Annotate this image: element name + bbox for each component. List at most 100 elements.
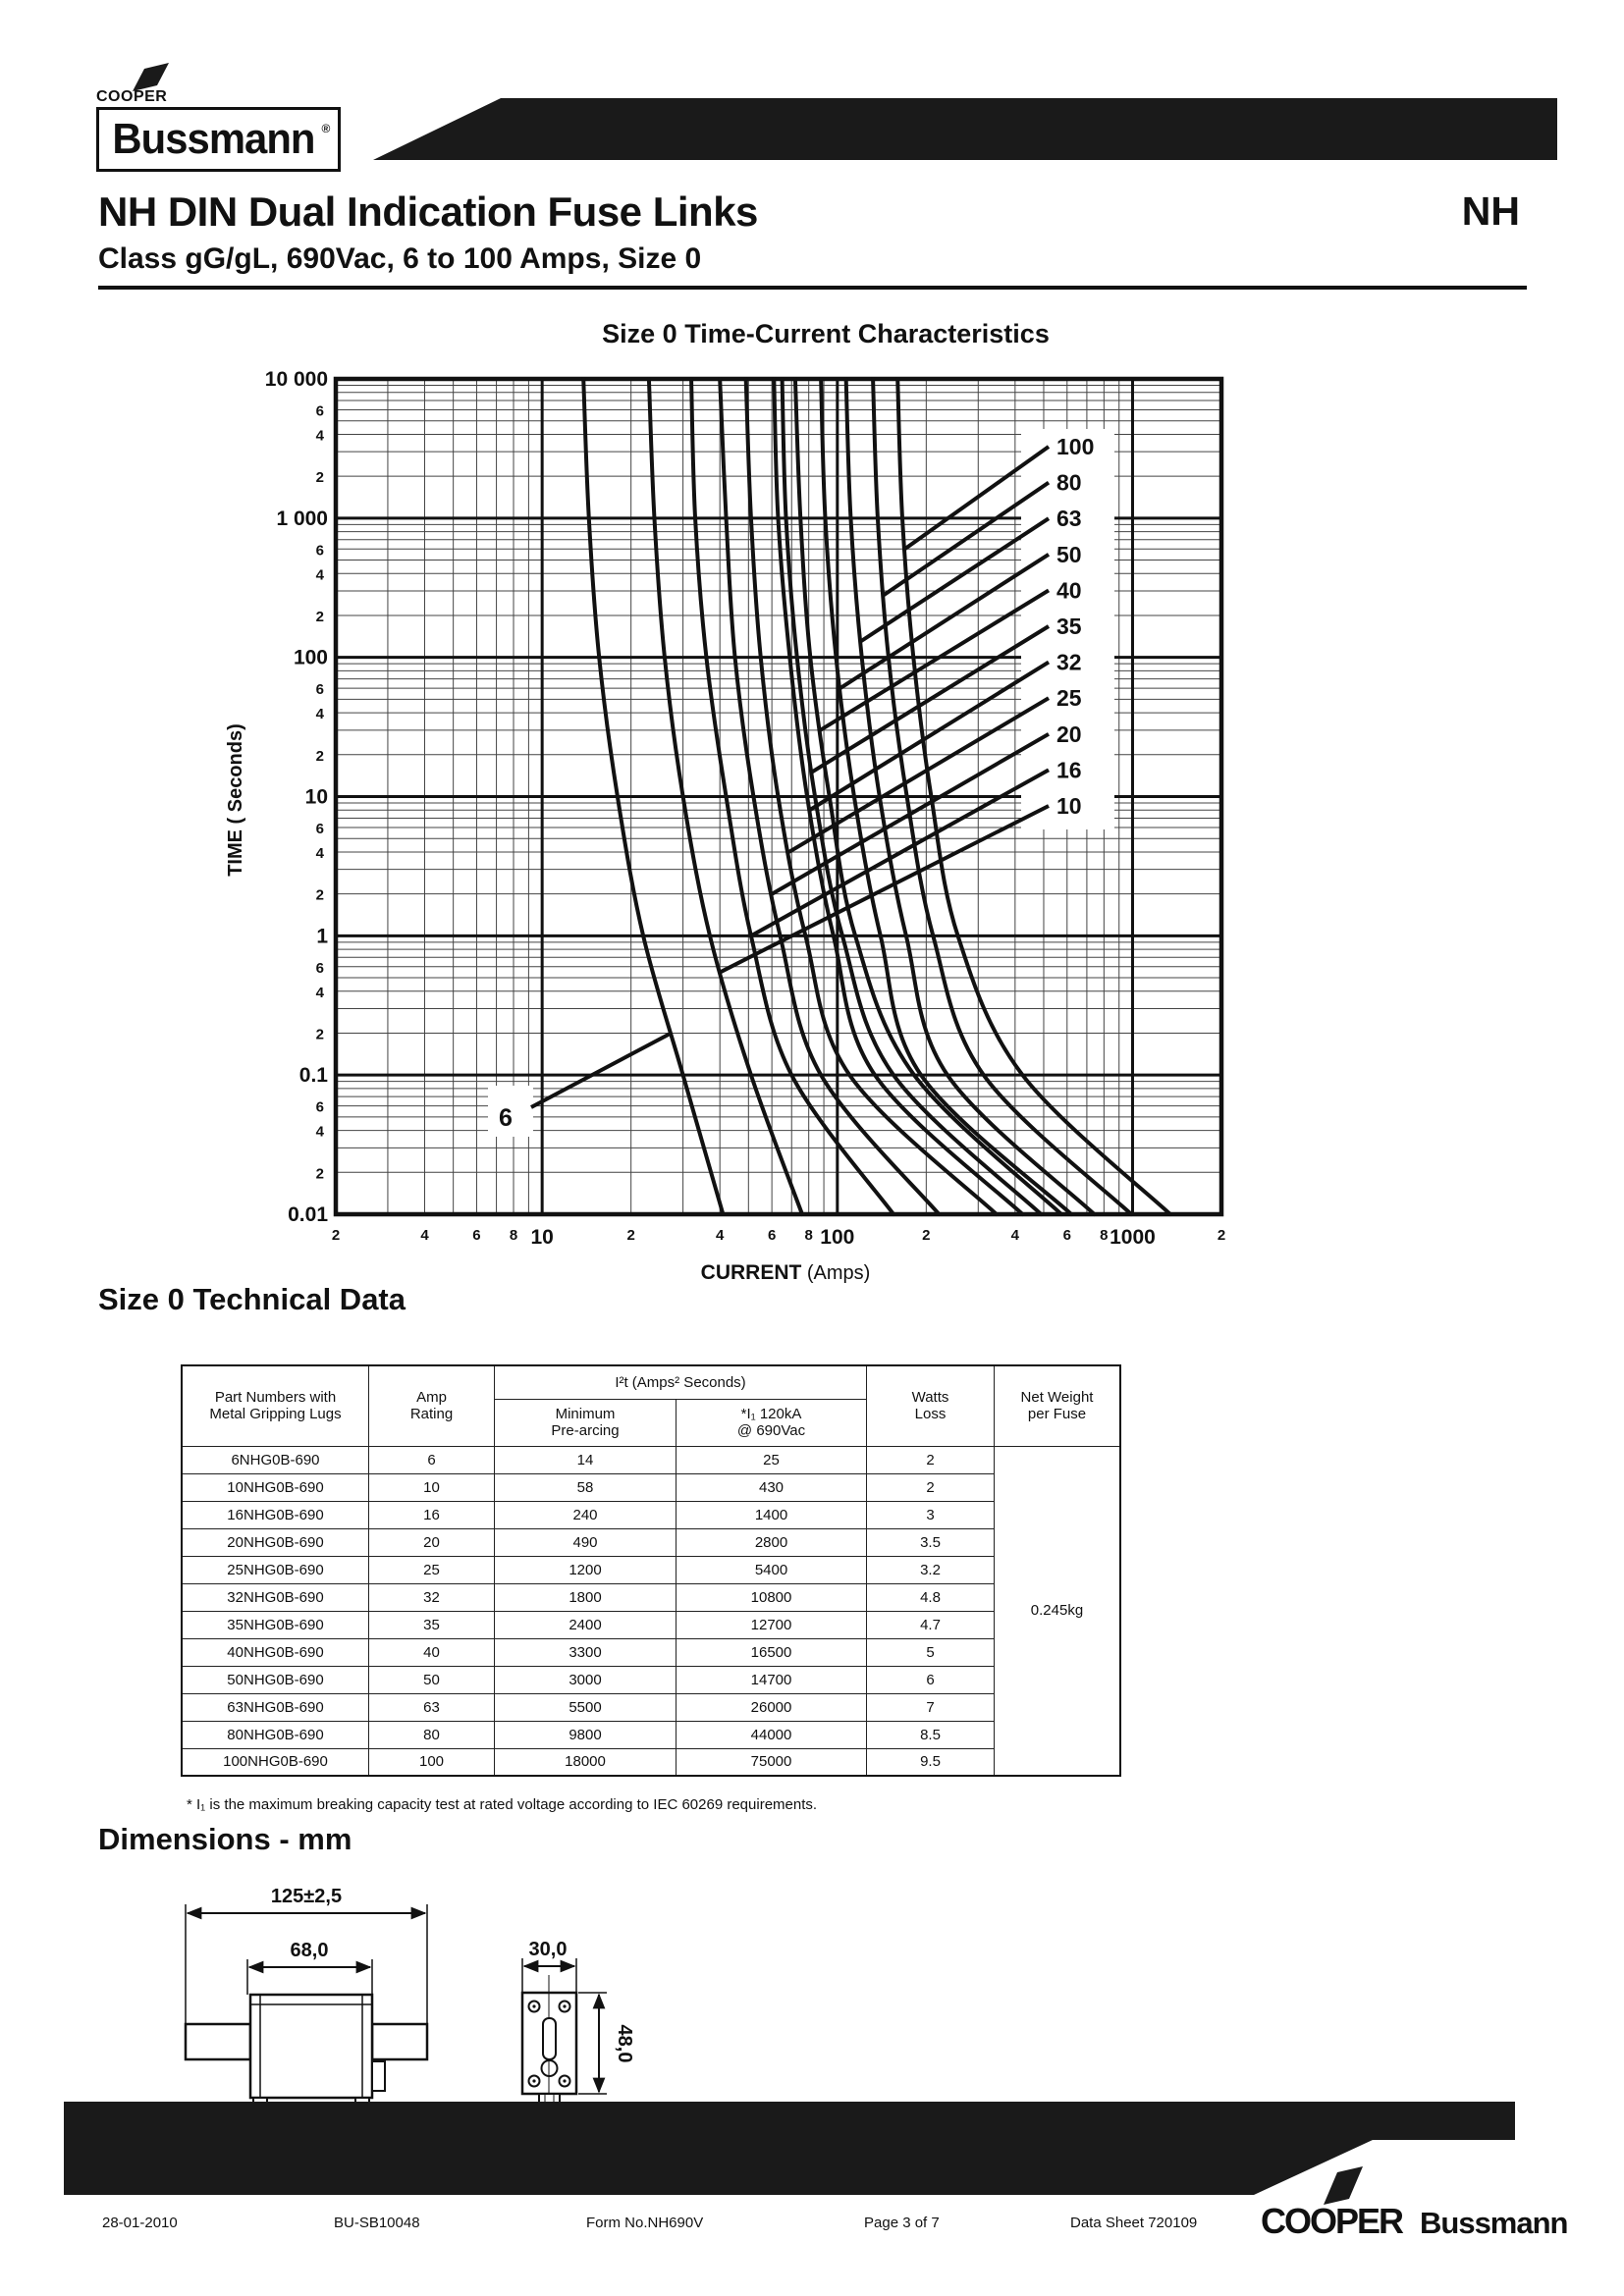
svg-text:0.1: 0.1: [299, 1064, 329, 1087]
table-cell: 1200: [494, 1555, 677, 1584]
table-cell: 6NHG0B-690: [181, 1445, 369, 1474]
svg-text:6: 6: [316, 681, 324, 698]
table-cell: 80: [368, 1720, 495, 1749]
table-cell: 40NHG0B-690: [181, 1637, 369, 1667]
table-cell: 25: [676, 1445, 867, 1474]
table-cell: 58: [494, 1472, 677, 1502]
curve-20A: [718, 377, 942, 1216]
dimension-label: 48,0: [614, 2025, 635, 2063]
curve-label-6-backing: [488, 1086, 533, 1137]
table-row: 20NHG0B-690 20 490 2800 3.5: [181, 1527, 1120, 1557]
header-rule: [98, 286, 1527, 290]
table-cell: 7: [866, 1692, 995, 1722]
table-cell: 5500: [494, 1692, 677, 1722]
curve-label-63: 63: [1056, 506, 1082, 531]
table-cell: 3: [866, 1500, 995, 1529]
svg-text:4: 4: [716, 1227, 725, 1244]
table-cell: 3300: [494, 1637, 677, 1667]
table-row: 25NHG0B-690 25 1200 5400 3.2: [181, 1555, 1120, 1584]
table-cell: 8.5: [866, 1720, 995, 1749]
col-i2t-group: I²t (Amps² Seconds): [494, 1364, 867, 1400]
col-part-numbers: Part Numbers with Metal Gripping Lugs: [181, 1364, 369, 1447]
svg-text:2: 2: [922, 1227, 930, 1244]
col-min-prearcing: Minimum Pre-arcing: [494, 1398, 677, 1447]
table-cell: 25: [368, 1555, 495, 1584]
table-cell: 2400: [494, 1610, 677, 1639]
table-cell: 4.7: [866, 1610, 995, 1639]
table-cell: 240: [494, 1500, 677, 1529]
curve-10A: [646, 377, 804, 1216]
svg-text:4: 4: [1011, 1227, 1020, 1244]
curve-label-50: 50: [1056, 542, 1082, 567]
table-cell: 50NHG0B-690: [181, 1665, 369, 1694]
curve-63A: [843, 377, 1097, 1216]
table-cell: 6: [368, 1445, 495, 1474]
svg-text:2: 2: [626, 1227, 634, 1244]
table-cell: 20NHG0B-690: [181, 1527, 369, 1557]
table-row: 40NHG0B-690 40 3300 16500 5: [181, 1637, 1120, 1667]
table-row: 100NHG0B-690 100 18000 75000 9.5: [181, 1747, 1120, 1777]
header-black-band: [373, 98, 1557, 160]
leader-line-100: [903, 445, 1051, 551]
table-body: 6NHG0B-690 6 14 25 2 0.245kg 10NHG0B-690 10 58 43…: [181, 1445, 1121, 1777]
col-amp-rating: Amp Rating: [368, 1364, 495, 1447]
technical-data-table: Part Numbers with Metal Gripping Lugs Amp…: [181, 1364, 1121, 1777]
cooper-slash-icon: [133, 63, 169, 91]
table-row: 80NHG0B-690 80 9800 44000 8.5: [181, 1720, 1120, 1749]
curve-label-80: 80: [1056, 470, 1082, 496]
table-row: 6NHG0B-690 6 14 25 2 0.245kg: [181, 1445, 1121, 1777]
footer-form-number: Form No.NH690V: [586, 2215, 704, 2231]
table-row: 63NHG0B-690 63 5500 26000 7: [181, 1692, 1120, 1722]
svg-text:2: 2: [1218, 1227, 1225, 1244]
table-cell: 40: [368, 1637, 495, 1667]
brand-cooper-small: COOPER: [96, 88, 168, 105]
table-cell: 430: [676, 1472, 867, 1502]
table-cell: 16NHG0B-690: [181, 1500, 369, 1529]
col-i1-120ka: *I₁ 120kA @ 690Vac: [676, 1398, 867, 1447]
svg-text:100: 100: [820, 1226, 854, 1249]
table-cell: 12700: [676, 1610, 867, 1639]
curve-label-32: 32: [1056, 650, 1082, 675]
table-cell: 14700: [676, 1665, 867, 1694]
table-cell: 10: [368, 1472, 495, 1502]
col-net-weight: Net Weight per Fuse: [994, 1364, 1121, 1447]
table-cell: 2: [866, 1445, 995, 1474]
svg-text:2: 2: [316, 469, 324, 486]
table-cell: 26000: [676, 1692, 867, 1722]
table-cell: 1800: [494, 1582, 677, 1612]
svg-text:10: 10: [305, 786, 328, 809]
curve-label-10: 10: [1056, 793, 1082, 819]
table-cell: 1400: [676, 1500, 867, 1529]
table-row: 16NHG0B-690 16 240 1400 3: [181, 1500, 1120, 1529]
svg-text:6: 6: [1063, 1227, 1071, 1244]
table-row: 10NHG0B-690 10 58 430 2: [181, 1472, 1120, 1502]
curve-label-35: 35: [1056, 614, 1082, 639]
svg-text:2: 2: [316, 1165, 324, 1182]
svg-text:4: 4: [316, 427, 325, 444]
table-cell: 2: [866, 1472, 995, 1502]
svg-text:2: 2: [316, 887, 324, 904]
footer-cooper-slash-icon: [1324, 2166, 1363, 2205]
table-cell: 6: [866, 1665, 995, 1694]
leader-line-63: [859, 516, 1051, 644]
svg-text:4: 4: [316, 706, 325, 722]
curve-40A: [792, 377, 1063, 1216]
leader-line-40: [819, 588, 1051, 732]
leader-line-20: [771, 732, 1051, 896]
table-cell: 3.5: [866, 1527, 995, 1557]
table-cell: 63: [368, 1692, 495, 1722]
table-cell: 5: [866, 1637, 995, 1667]
table-cell: 20: [368, 1527, 495, 1557]
page-subtitle: Class gG/gL, 690Vac, 6 to 100 Amps, Size…: [98, 242, 702, 275]
leader-line-6: [530, 1031, 673, 1109]
footer-date: 28-01-2010: [102, 2215, 178, 2231]
svg-text:8: 8: [1100, 1227, 1108, 1244]
x-tick-labels: 10 100 1000 2 4 6 8 2 4 6 8 2 4 6 8 2: [332, 1226, 1225, 1249]
leader-line-50: [839, 553, 1051, 690]
table-cell: 100NHG0B-690: [181, 1747, 369, 1777]
brand-bussmann-label: Bussmann: [112, 115, 315, 163]
table-cell: 100: [368, 1747, 495, 1777]
table-cell: 4.8: [866, 1582, 995, 1612]
svg-text:6: 6: [316, 402, 324, 419]
y-axis-title: TIME ( Seconds): [225, 723, 246, 877]
